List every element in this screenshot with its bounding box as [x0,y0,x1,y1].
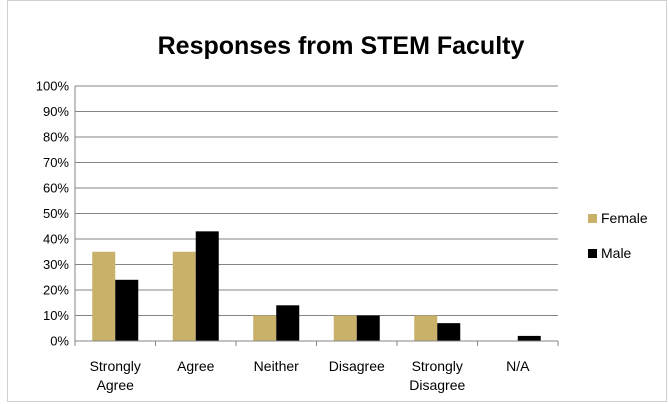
y-tick-label: 10% [43,308,69,323]
legend: Female Male [588,210,648,261]
y-tick-label: 40% [43,232,69,247]
x-category-label: Neither [254,358,299,374]
bar-female-0 [92,251,116,341]
x-category-label: Strongly Disagree [409,358,465,393]
x-category-label: Agree [177,358,215,374]
bars [92,231,541,341]
gridlines [75,85,558,316]
y-tick-label: 80% [43,130,69,145]
y-tick-label: 20% [43,283,69,298]
axes [74,86,559,346]
bar-female-3 [333,315,357,341]
bar-female-4 [414,315,438,341]
bar-male-5 [517,335,541,341]
bar-male-2 [276,305,300,341]
bar-male-0 [115,279,139,341]
y-tick-label: 50% [43,206,69,221]
y-tick-label: 60% [43,181,69,196]
x-category-label: Disagree [329,358,385,374]
x-axis-category-labels: Strongly Agree Agree Neither Disagree Strongl… [90,358,531,393]
legend-label-female: Female [601,210,648,226]
y-tick-label: 0% [50,334,69,349]
legend-label-male: Male [601,245,632,261]
y-tick-label: 70% [43,155,69,170]
chart-title: Responses from STEM Faculty [158,32,525,60]
x-category-label: N/A [506,358,530,374]
legend-swatch-male [588,249,597,258]
bar-male-3 [356,315,380,341]
bar-female-1 [172,251,196,341]
x-category-label: Strongly Agree [90,358,141,393]
bar-female-2 [253,315,277,341]
legend-swatch-female [588,214,597,223]
y-tick-label: 30% [43,257,69,272]
bar-male-4 [437,323,461,341]
y-tick-label: 100% [36,79,70,94]
y-tick-label: 90% [43,104,69,119]
bar-male-1 [195,231,219,341]
y-axis-tick-labels: 0% 10% 20% 30% 40% 50% 60% 70% 80% 90% 100% [36,79,70,349]
